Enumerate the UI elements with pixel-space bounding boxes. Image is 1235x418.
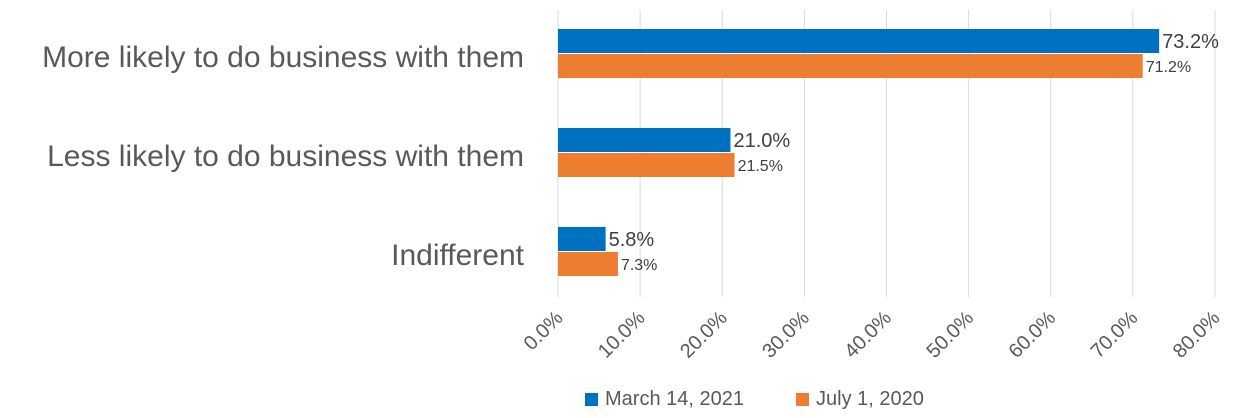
category-label: More likely to do business with them [42, 41, 524, 74]
category-label: Less likely to do business with them [47, 140, 524, 173]
legend: March 14, 2021 July 1, 2020 [585, 388, 924, 410]
x-tick-label: 70.0% [1087, 307, 1143, 363]
category-labels: More likely to do business with them Less… [42, 41, 525, 272]
x-tick-label: 50.0% [922, 307, 978, 363]
bars [558, 29, 1160, 276]
x-tick-label: 60.0% [1005, 307, 1061, 363]
category-label: Indifferent [391, 239, 525, 272]
data-label: 21.0% [733, 130, 790, 152]
x-tick-label: 30.0% [758, 307, 814, 363]
data-label: 7.3% [621, 257, 657, 274]
data-label: 73.2% [1162, 31, 1219, 53]
x-tick-label: 20.0% [676, 307, 732, 363]
data-labels: 73.2% 21.0% 5.8% 71.2% 21.5% 7.3% [609, 31, 1219, 274]
x-tick-label: 0.0% [520, 307, 568, 355]
legend-label-1: July 1, 2020 [816, 388, 924, 410]
legend-swatch-0 [585, 393, 598, 406]
bar-july-2020 [558, 153, 735, 177]
bar-march-2021 [558, 29, 1160, 53]
data-label: 71.2% [1146, 59, 1191, 76]
bar-march-2021 [558, 227, 606, 251]
x-tick-label: 80.0% [1169, 307, 1225, 363]
x-axis-ticks: 0.0% 10.0% 20.0% 30.0% 40.0% 50.0% 60.0% 70.0% 8… [520, 307, 1225, 363]
x-tick-label: 10.0% [594, 307, 650, 363]
legend-swatch-1 [796, 393, 809, 406]
data-label: 21.5% [738, 158, 783, 175]
bar-july-2020 [558, 252, 618, 276]
bar-july-2020 [558, 54, 1143, 78]
legend-label-0: March 14, 2021 [605, 388, 744, 410]
data-label: 5.8% [609, 229, 655, 251]
x-tick-label: 40.0% [840, 307, 896, 363]
bar-march-2021 [558, 128, 731, 152]
